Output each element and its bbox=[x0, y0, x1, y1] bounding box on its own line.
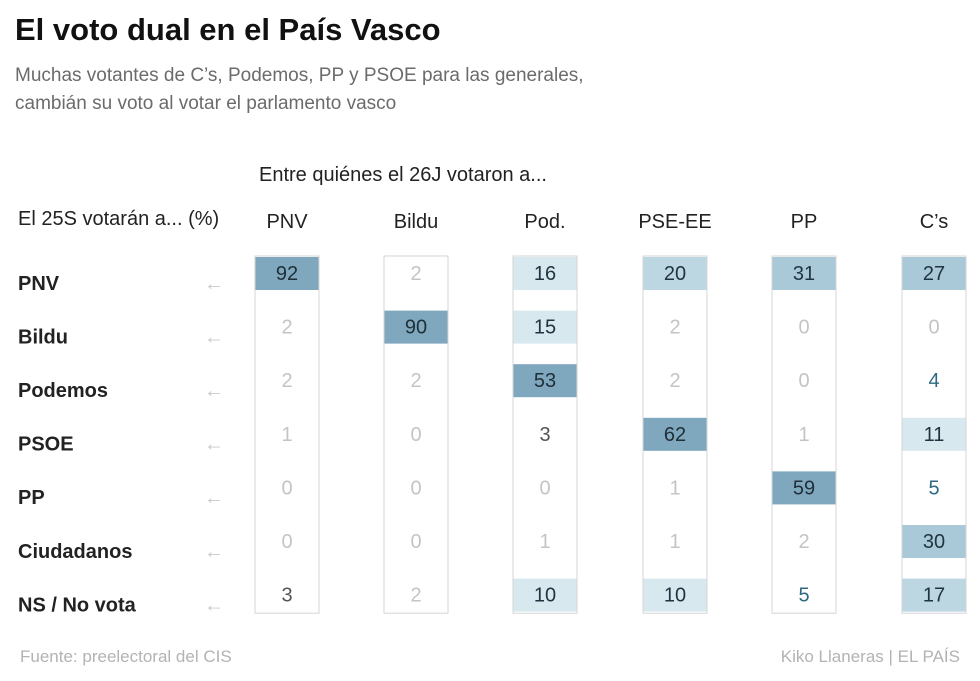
cell-value: 3 bbox=[539, 424, 550, 446]
column-box bbox=[254, 255, 320, 614]
cell-value: 1 bbox=[669, 531, 680, 553]
cell-value: 2 bbox=[410, 370, 421, 392]
cell-fill bbox=[384, 310, 448, 344]
cell-value: 2 bbox=[798, 531, 809, 553]
cell-fill bbox=[902, 525, 966, 558]
cell-fill bbox=[902, 578, 966, 612]
cell-value: 1 bbox=[669, 477, 680, 499]
cell-value: 90 bbox=[405, 317, 427, 339]
cell-value: 11 bbox=[924, 424, 945, 446]
cell-value: 0 bbox=[928, 317, 939, 339]
cell-value: 30 bbox=[923, 531, 945, 553]
cell-value: 1 bbox=[539, 531, 550, 553]
cell-value: 2 bbox=[669, 317, 680, 339]
cell-value: 0 bbox=[798, 317, 809, 339]
column-label: PSE-EE bbox=[638, 211, 711, 233]
author-credit: Kiko Llaneras | EL PAÍS bbox=[780, 647, 960, 666]
source-note: Fuente: preelectoral del CIS bbox=[20, 647, 232, 666]
cell-fill bbox=[902, 257, 966, 290]
cell-value: 1 bbox=[798, 424, 809, 446]
column-box bbox=[512, 255, 578, 614]
column-label: Pod. bbox=[524, 211, 565, 233]
subtitle-line-2: cambián su voto al votar el parlamento v… bbox=[15, 93, 397, 114]
cell-value: 53 bbox=[534, 370, 556, 392]
column-label: PP bbox=[791, 211, 818, 233]
cell-fill bbox=[643, 417, 707, 451]
cell-fill bbox=[643, 578, 707, 612]
row-label: PSOE bbox=[18, 434, 74, 456]
cell-value: 2 bbox=[669, 370, 680, 392]
row-label: Podemos bbox=[18, 380, 108, 402]
cell-value: 0 bbox=[798, 370, 809, 392]
cell-value: 0 bbox=[281, 531, 292, 553]
row-arrow: ← bbox=[204, 380, 224, 402]
cell-value: 3 bbox=[281, 585, 292, 607]
cell-fill bbox=[772, 257, 836, 290]
cell-value: 0 bbox=[410, 477, 421, 499]
row-label: NS / No vota bbox=[18, 594, 137, 616]
cell-value: 2 bbox=[281, 370, 292, 392]
cell-value: 20 bbox=[664, 263, 686, 285]
column-label: C’s bbox=[920, 211, 949, 233]
cell-value: 17 bbox=[923, 585, 945, 607]
row-label: PNV bbox=[18, 273, 60, 295]
cell-value: 4 bbox=[928, 370, 939, 392]
row-arrow: ← bbox=[204, 273, 224, 295]
cell-value: 0 bbox=[410, 424, 421, 446]
row-arrow: ← bbox=[204, 434, 224, 456]
column-box bbox=[901, 255, 967, 614]
cell-fill bbox=[513, 578, 577, 612]
cell-value: 2 bbox=[281, 317, 292, 339]
column-box bbox=[642, 255, 708, 614]
subtitle-line-1: Muchas votantes de C’s, Podemos, PP y PS… bbox=[15, 65, 584, 86]
row-arrow: ← bbox=[204, 594, 224, 616]
cell-value: 31 bbox=[793, 263, 815, 285]
cell-fill bbox=[643, 257, 707, 290]
cell-value: 2 bbox=[410, 585, 421, 607]
cell-value: 0 bbox=[281, 477, 292, 499]
cell-value: 59 bbox=[793, 477, 815, 499]
cell-fill bbox=[255, 257, 319, 290]
cell-value: 10 bbox=[534, 585, 556, 607]
vote-transfer-table: PNV Bildu Pod. PSE-EE PP C’s PNV ← Bildu ← Podemos… bbox=[18, 211, 967, 616]
cell-fill bbox=[513, 257, 577, 290]
row-label: Ciudadanos bbox=[18, 541, 132, 563]
chart-title: El voto dual en el País Vasco bbox=[15, 12, 441, 47]
column-box bbox=[383, 255, 449, 614]
cell-fill bbox=[513, 310, 577, 344]
cell-value: 92 bbox=[276, 263, 298, 285]
cell-value: 0 bbox=[410, 531, 421, 553]
row-arrow: ← bbox=[204, 487, 224, 509]
row-label: Bildu bbox=[18, 326, 68, 348]
column-box bbox=[771, 255, 837, 614]
row-group-header: El 25S votarán a... (%) bbox=[18, 208, 220, 230]
row-arrow: ← bbox=[204, 541, 224, 563]
row-label: PP bbox=[18, 487, 45, 509]
column-label: PNV bbox=[266, 211, 308, 233]
cell-value: 27 bbox=[923, 263, 945, 285]
column-group-header: Entre quiénes el 26J votaron a... bbox=[259, 164, 547, 186]
cell-value: 1 bbox=[281, 424, 292, 446]
cell-value: 5 bbox=[928, 477, 939, 499]
cell-value: 0 bbox=[539, 477, 550, 499]
cell-value: 2 bbox=[410, 263, 421, 285]
cell-fill bbox=[513, 364, 577, 398]
cell-value: 62 bbox=[664, 424, 686, 446]
row-arrow: ← bbox=[204, 326, 224, 348]
cell-value: 10 bbox=[664, 585, 686, 607]
cell-value: 16 bbox=[534, 263, 556, 285]
cell-value: 5 bbox=[798, 585, 809, 607]
cell-fill bbox=[772, 471, 836, 505]
cell-fill bbox=[902, 417, 966, 451]
column-label: Bildu bbox=[394, 211, 438, 233]
chart-subtitle: Muchas votantes de C’s, Podemos, PP y PS… bbox=[15, 62, 735, 118]
cell-value: 15 bbox=[534, 317, 556, 339]
